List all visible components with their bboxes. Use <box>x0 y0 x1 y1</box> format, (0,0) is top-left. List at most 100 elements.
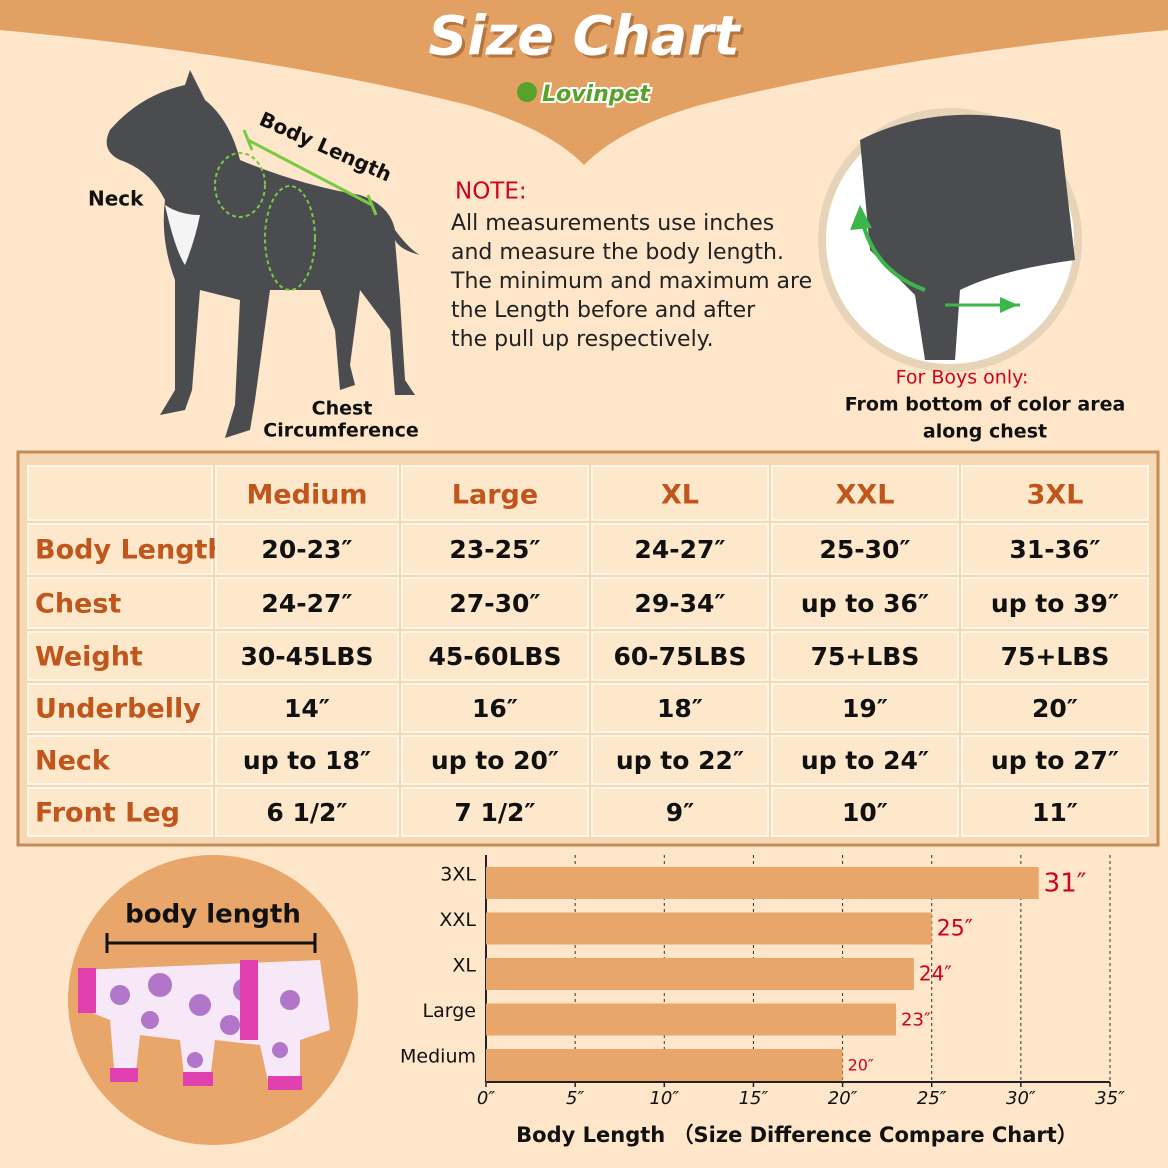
bar <box>486 912 932 945</box>
table-cell <box>401 787 589 837</box>
table-cell <box>27 577 213 629</box>
table-cell <box>27 735 213 785</box>
row-label: Weight <box>35 642 143 673</box>
table-value: 24-27″ <box>634 535 725 564</box>
table-cell <box>771 787 959 837</box>
x-tick-label: 30″ <box>1006 1088 1036 1109</box>
note-line: and measure the body length. <box>451 240 784 265</box>
table-cell <box>401 523 589 575</box>
garment-photo <box>68 855 358 1145</box>
table-value: 19″ <box>842 694 888 723</box>
value-label: 31″ <box>1044 869 1087 899</box>
x-tick-label: 15″ <box>739 1088 769 1109</box>
size-table: Medium Large XL XXL 3XL Body Length 20-23″ 23-2… <box>27 465 1149 837</box>
x-tick-label: 0″ <box>477 1088 495 1109</box>
table-cell <box>771 735 959 785</box>
table-cell <box>771 465 959 521</box>
table-value: 30-45LBS <box>241 642 374 671</box>
column-header: Medium <box>246 480 367 511</box>
table-cell <box>771 523 959 575</box>
table-cell <box>961 631 1149 681</box>
table-cell <box>215 465 399 521</box>
x-tick-label: 20″ <box>828 1088 858 1109</box>
value-label: 20″ <box>848 1056 874 1075</box>
boys-note-title: For Boys only: <box>896 367 1029 389</box>
table-cell <box>961 683 1149 733</box>
x-tick-label: 25″ <box>917 1088 947 1109</box>
table-value: 20-23″ <box>261 535 352 564</box>
column-header: XL <box>661 480 699 511</box>
bar <box>486 1003 897 1036</box>
title-shadow: Size Chart <box>431 8 744 71</box>
y-tick-label: Large <box>423 1000 476 1022</box>
x-tick-label: 35″ <box>1095 1088 1125 1109</box>
table-cell <box>27 523 213 575</box>
x-tick-label: 10″ <box>649 1088 679 1109</box>
chest-label: Chest <box>312 398 373 420</box>
table-value: 25-30″ <box>819 535 910 564</box>
column-header: 3XL <box>1027 480 1084 511</box>
table-value: up to 36″ <box>801 589 929 618</box>
note-line: the Length before and after <box>451 298 756 323</box>
table-cell <box>961 465 1149 521</box>
table-cell <box>961 787 1149 837</box>
table-value: 45-60LBS <box>429 642 562 671</box>
y-tick-label: XL <box>452 955 476 977</box>
y-tick-label: Medium <box>400 1046 476 1068</box>
header-band <box>0 0 1168 165</box>
y-tick-label: 3XL <box>440 864 476 886</box>
table-value: 9″ <box>666 798 695 827</box>
table-value: up to 18″ <box>243 746 371 775</box>
table-value: 75+LBS <box>811 642 920 671</box>
table-cell <box>27 631 213 681</box>
note-line: The minimum and maximum are <box>450 269 812 294</box>
table-value: 18″ <box>657 694 703 723</box>
table-cell <box>591 683 769 733</box>
table-value: 29-34″ <box>634 589 725 618</box>
table-value: 20″ <box>1032 694 1078 723</box>
table-cell <box>591 631 769 681</box>
note-title: NOTE: <box>455 179 527 205</box>
table-cell <box>591 787 769 837</box>
column-header: XXL <box>836 480 895 511</box>
value-label: 24″ <box>919 962 952 986</box>
table-cell <box>961 577 1149 629</box>
table-cell <box>401 577 589 629</box>
table-value: up to 39″ <box>991 589 1119 618</box>
table-value: 24-27″ <box>261 589 352 618</box>
table-cell <box>215 683 399 733</box>
table-cell <box>27 465 213 521</box>
row-label: Front Leg <box>35 798 180 829</box>
photo-label: body length <box>125 900 301 930</box>
table-cell <box>591 577 769 629</box>
table-value: up to 22″ <box>616 746 744 775</box>
value-label: 23″ <box>901 1010 931 1031</box>
table-cell <box>215 787 399 837</box>
table-value: up to 20″ <box>431 746 559 775</box>
table-value: 75+LBS <box>1001 642 1110 671</box>
table-value: 11″ <box>1032 798 1078 827</box>
brand: Lovinpet <box>542 82 651 107</box>
table-value: 14″ <box>284 694 330 723</box>
table-value: 7 1/2″ <box>454 798 535 827</box>
x-axis-label: Body Length （Size Difference Compare Cha… <box>516 1123 1078 1147</box>
y-tick-label: XXL <box>439 909 476 931</box>
table-cell <box>27 787 213 837</box>
table-cell <box>401 683 589 733</box>
table-cell <box>771 631 959 681</box>
row-label: Underbelly <box>35 694 201 725</box>
circumference-label: Circumference <box>263 420 419 442</box>
table-value: up to 27″ <box>991 746 1119 775</box>
x-tick-label: 5″ <box>566 1088 584 1109</box>
boys-note-line: along chest <box>923 421 1047 443</box>
value-label: 25″ <box>937 917 973 942</box>
table-cell <box>215 577 399 629</box>
dog-illustration <box>106 70 421 438</box>
note: All measurements use inches and measure t… <box>450 211 812 352</box>
table-cell <box>591 735 769 785</box>
inset-photo <box>818 108 1082 372</box>
neck-label: Neck <box>88 187 144 211</box>
table-cell <box>591 465 769 521</box>
table-value: 6 1/2″ <box>266 798 347 827</box>
